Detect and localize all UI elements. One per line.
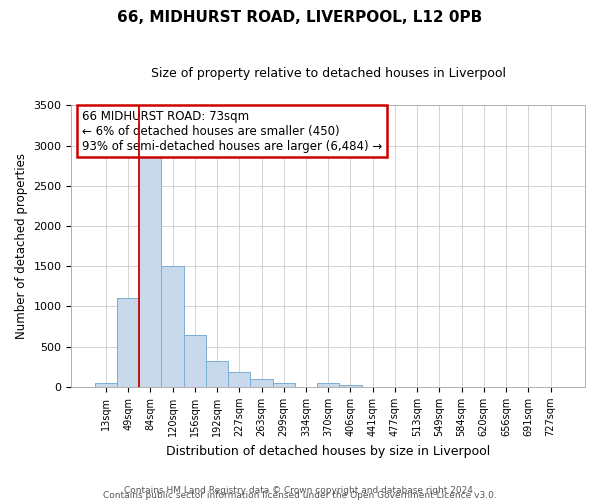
Bar xyxy=(95,383,117,387)
Text: Contains HM Land Registry data © Crown copyright and database right 2024.: Contains HM Land Registry data © Crown c… xyxy=(124,486,476,495)
Bar xyxy=(117,298,139,387)
Bar xyxy=(161,266,184,387)
Bar xyxy=(206,361,228,387)
Bar xyxy=(184,334,206,387)
Y-axis label: Number of detached properties: Number of detached properties xyxy=(15,153,28,339)
X-axis label: Distribution of detached houses by size in Liverpool: Distribution of detached houses by size … xyxy=(166,444,490,458)
Bar xyxy=(340,384,362,387)
Text: 66, MIDHURST ROAD, LIVERPOOL, L12 0PB: 66, MIDHURST ROAD, LIVERPOOL, L12 0PB xyxy=(118,10,482,25)
Bar xyxy=(139,152,161,387)
Bar xyxy=(317,383,340,387)
Title: Size of property relative to detached houses in Liverpool: Size of property relative to detached ho… xyxy=(151,68,506,80)
Text: Contains public sector information licensed under the Open Government Licence v3: Contains public sector information licen… xyxy=(103,490,497,500)
Bar xyxy=(272,383,295,387)
Bar xyxy=(250,379,272,387)
Text: 66 MIDHURST ROAD: 73sqm
← 6% of detached houses are smaller (450)
93% of semi-de: 66 MIDHURST ROAD: 73sqm ← 6% of detached… xyxy=(82,110,382,152)
Bar xyxy=(228,372,250,387)
